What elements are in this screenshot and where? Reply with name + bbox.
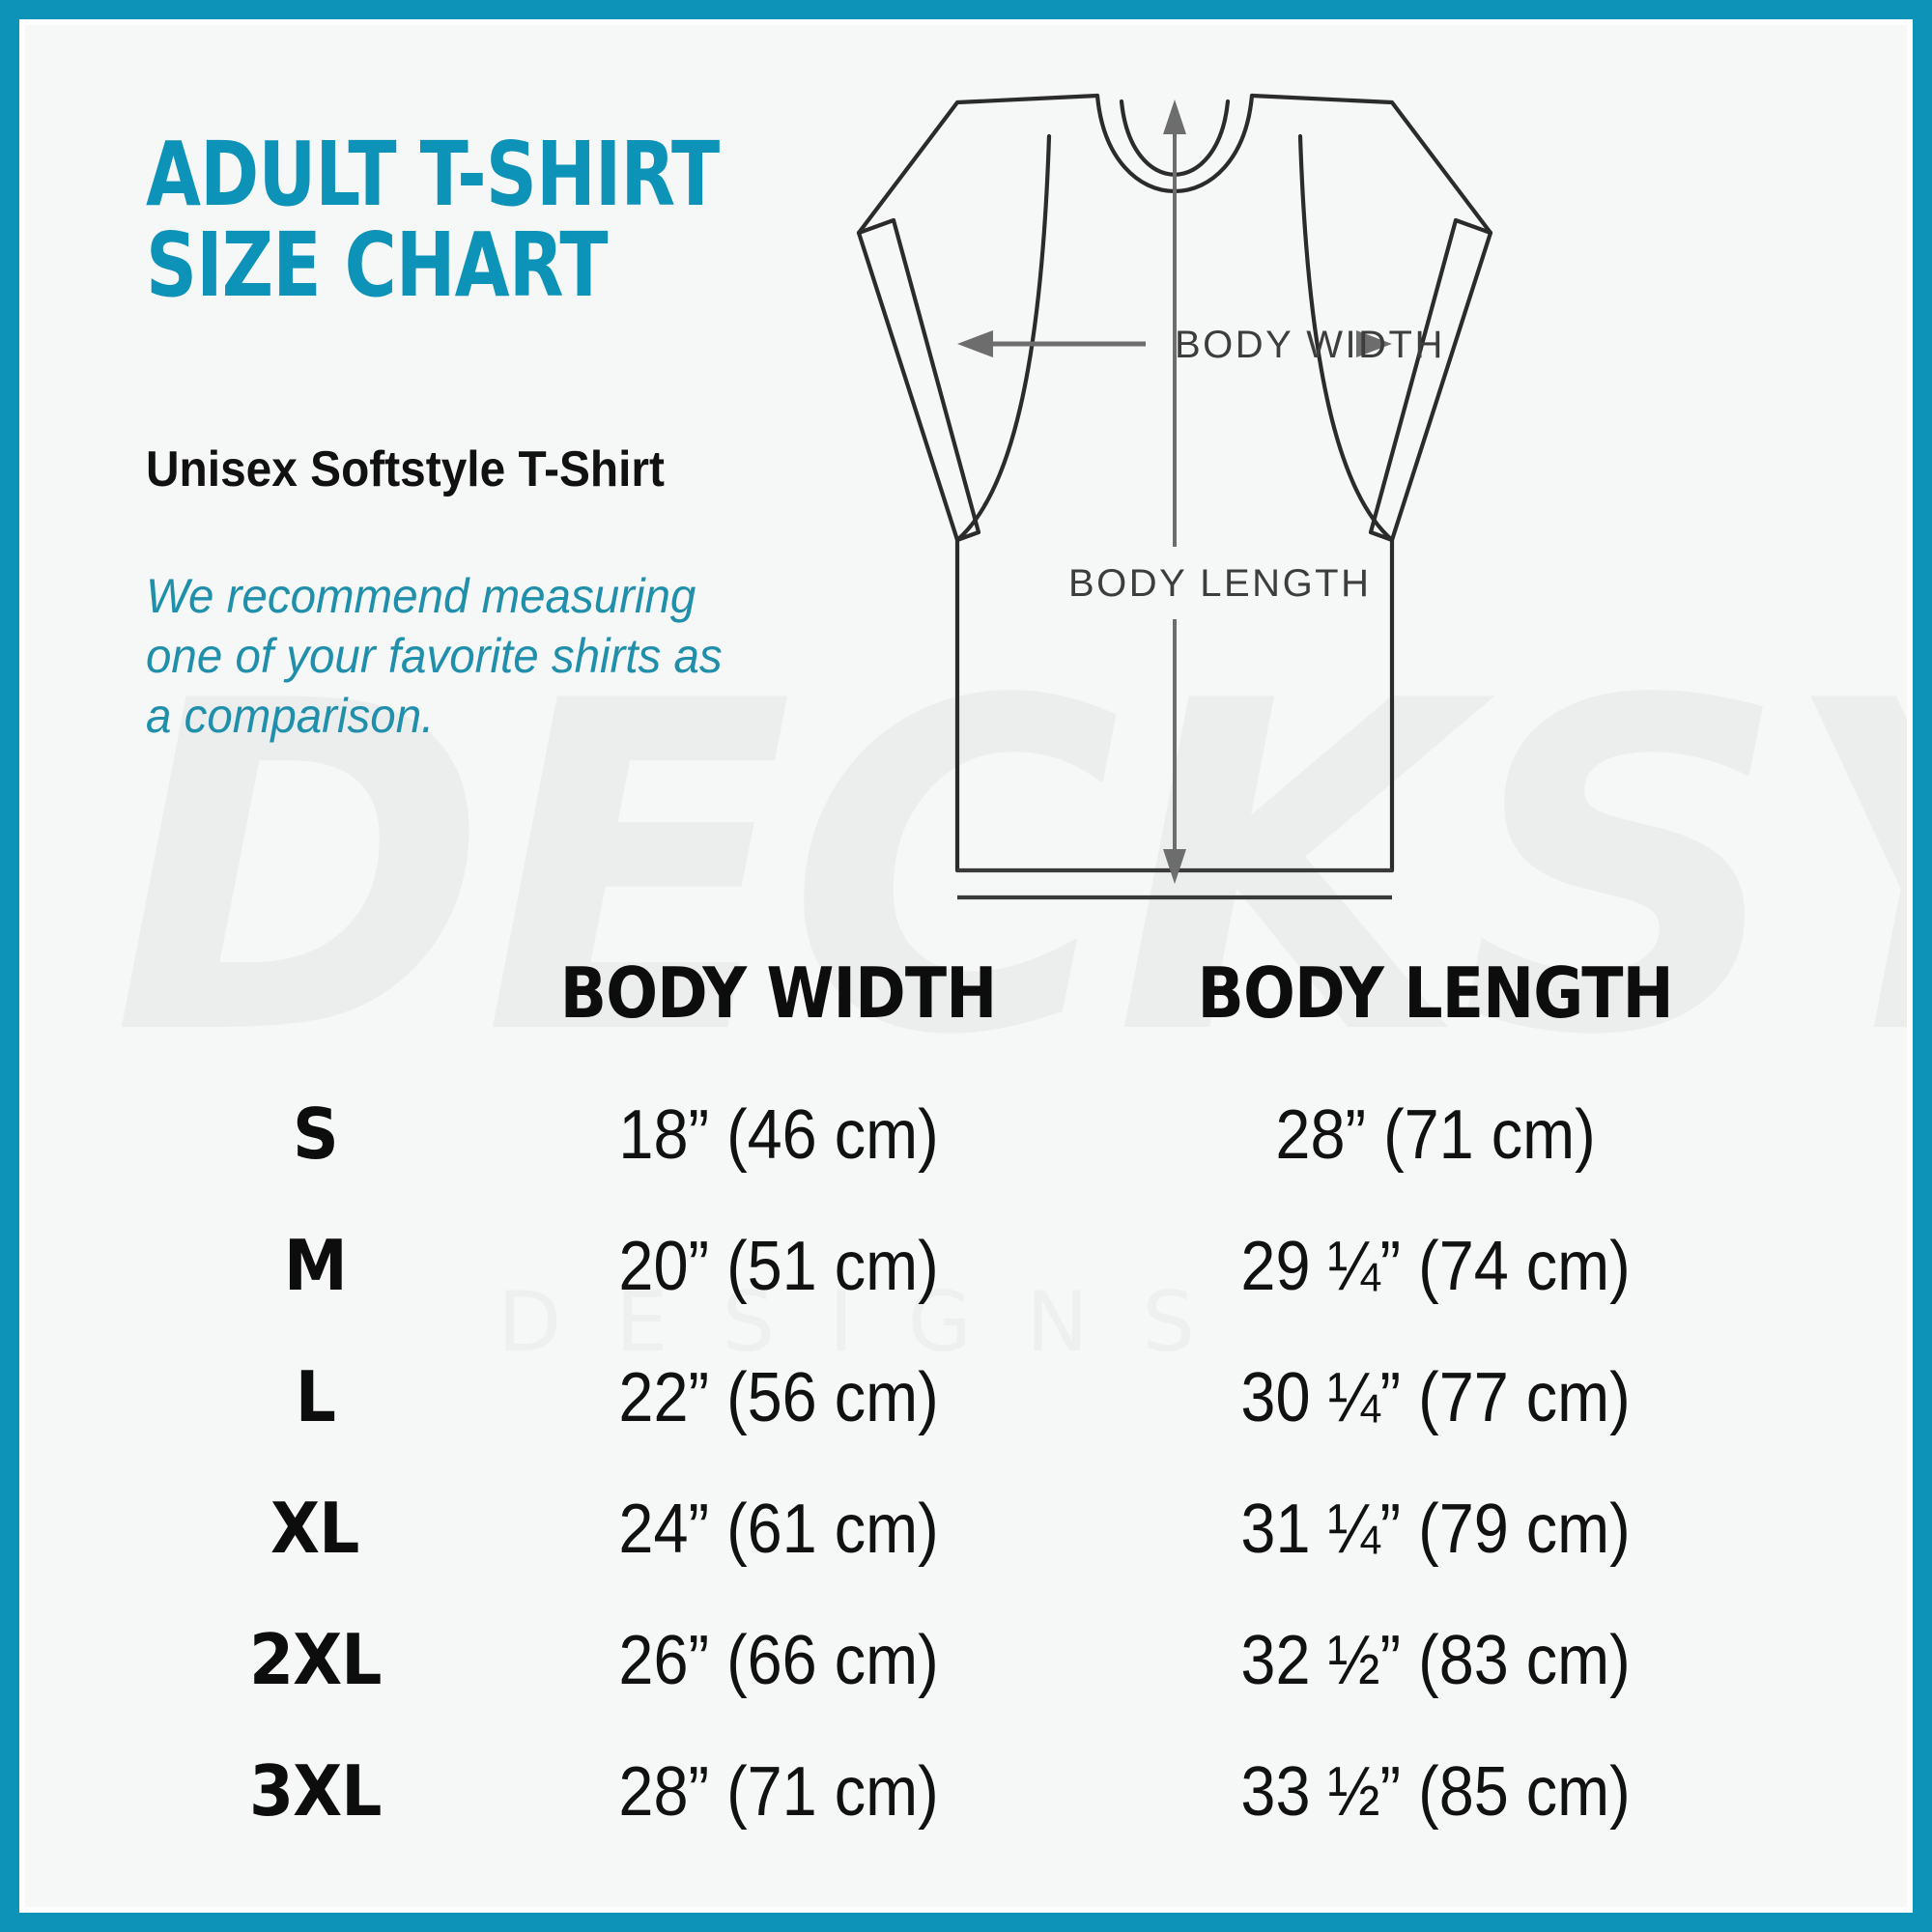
body-width-value: 24” (61 cm): [618, 1491, 939, 1568]
body-width-value: 28” (71 cm): [618, 1753, 939, 1831]
cell-body-length: 28” (71 cm): [1097, 1095, 1774, 1175]
header-cell-body-length: BODY LENGTH: [1097, 952, 1774, 1034]
body-width-value: 22” (56 cm): [618, 1359, 939, 1436]
body-width-dimension: BODY WIDTH: [957, 324, 1445, 366]
body-width-value: 18” (46 cm): [618, 1096, 939, 1174]
body-length-label: BODY LENGTH: [1068, 562, 1372, 605]
cell-size: M: [170, 1225, 460, 1306]
size-label: M: [283, 1225, 347, 1306]
table-row: L 22” (56 cm) 30 ¼” (77 cm): [170, 1356, 1774, 1488]
body-length-value: 33 ½” (85 cm): [1240, 1753, 1631, 1831]
cell-size: S: [170, 1094, 460, 1175]
header-block: ADULT T-SHIRT SIZE CHART: [146, 129, 880, 311]
cell-body-width: 26” (66 cm): [460, 1621, 1097, 1700]
body-length-value: 29 ¼” (74 cm): [1240, 1228, 1631, 1305]
table-row: M 20” (51 cm) 29 ¼” (74 cm): [170, 1225, 1774, 1356]
tshirt-outline: [856, 93, 1493, 873]
tshirt-illustration-svg: BODY WIDTH BODY LENGTH: [856, 93, 1493, 900]
cell-body-length: 30 ¼” (77 cm): [1097, 1358, 1774, 1437]
body-length-value: 31 ¼” (79 cm): [1240, 1491, 1631, 1568]
size-label: 2XL: [248, 1619, 383, 1700]
body-length-value: 28” (71 cm): [1275, 1096, 1596, 1174]
chart-canvas: DECKSY DESIGNS ADULT T-SHIRT SIZE CHART …: [25, 25, 1907, 1907]
page-title: ADULT T-SHIRT SIZE CHART: [146, 123, 720, 317]
table-header-row: BODY WIDTH BODY LENGTH: [170, 952, 1774, 1034]
body-width-value: 20” (51 cm): [618, 1228, 939, 1305]
size-label: L: [295, 1356, 335, 1437]
size-label: S: [292, 1094, 339, 1175]
cell-body-length: 29 ¼” (74 cm): [1097, 1227, 1774, 1306]
body-length-value: 32 ½” (83 cm): [1240, 1622, 1631, 1699]
cell-body-length: 33 ½” (85 cm): [1097, 1752, 1774, 1832]
size-label: XL: [270, 1488, 359, 1569]
cell-body-width: 28” (71 cm): [460, 1752, 1097, 1832]
cell-size: L: [170, 1356, 460, 1437]
size-label: 3XL: [248, 1750, 383, 1832]
body-width-header-label: BODY WIDTH: [560, 952, 997, 1034]
cell-body-width: 18” (46 cm): [460, 1095, 1097, 1175]
size-table: BODY WIDTH BODY LENGTH S 18” (46 cm) 28”…: [170, 952, 1774, 1882]
cell-body-width: 22” (56 cm): [460, 1358, 1097, 1437]
cell-size: XL: [170, 1488, 460, 1569]
cell-size: 2XL: [170, 1619, 460, 1700]
cell-size: 3XL: [170, 1750, 460, 1832]
table-row: 3XL 28” (71 cm) 33 ½” (85 cm): [170, 1750, 1774, 1882]
body-width-value: 26” (66 cm): [618, 1622, 939, 1699]
product-subtitle: Unisex Softstyle T-Shirt: [146, 441, 665, 497]
body-width-label: BODY WIDTH: [1175, 324, 1445, 366]
body-length-value: 30 ¼” (77 cm): [1240, 1359, 1631, 1436]
cell-body-length: 32 ½” (83 cm): [1097, 1621, 1774, 1700]
table-row: 2XL 26” (66 cm) 32 ½” (83 cm): [170, 1619, 1774, 1750]
body-length-header-label: BODY LENGTH: [1197, 952, 1674, 1034]
cell-body-length: 31 ¼” (79 cm): [1097, 1490, 1774, 1569]
cell-body-width: 24” (61 cm): [460, 1490, 1097, 1569]
table-row: S 18” (46 cm) 28” (71 cm): [170, 1094, 1774, 1225]
body-length-dimension: BODY LENGTH: [1068, 99, 1372, 884]
cell-body-width: 20” (51 cm): [460, 1227, 1097, 1306]
measuring-recommendation: We recommend measuring one of your favor…: [146, 569, 723, 743]
header-cell-body-width: BODY WIDTH: [460, 952, 1097, 1034]
tshirt-diagram: BODY WIDTH BODY LENGTH: [692, 78, 1658, 977]
table-row: XL 24” (61 cm) 31 ¼” (79 cm): [170, 1488, 1774, 1619]
